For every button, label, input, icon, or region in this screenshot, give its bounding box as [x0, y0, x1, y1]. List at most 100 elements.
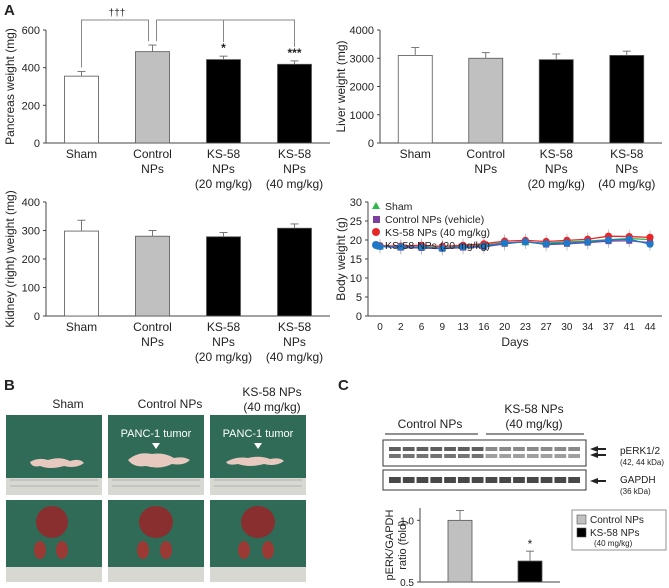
significance-bracket	[156, 19, 295, 47]
pERK-arrow-upper-icon	[590, 446, 606, 452]
y-tick-label: 0	[34, 311, 40, 323]
x-category-label: NPs	[283, 162, 306, 176]
x-category-label: NPs	[141, 162, 164, 176]
blot-band	[457, 477, 470, 483]
data-point	[584, 238, 592, 246]
x-tick-label: 6	[419, 322, 425, 333]
legend-label: Control NPs	[590, 515, 644, 526]
bracket-label: †††	[109, 8, 126, 19]
photo-col-ks58: KS-58 NPs	[242, 385, 301, 399]
gapdh-arrow-icon	[590, 478, 606, 484]
western-blot: Control NPs KS-58 NPs (40 mg/kg) pERK1/2…	[382, 402, 664, 496]
photo-col-control: Control NPs	[138, 397, 203, 411]
x-tick-label: 44	[644, 322, 656, 333]
x-category-label: Control	[133, 320, 172, 334]
y-axis-title: Kidney (right) weight (mg)	[3, 190, 17, 327]
significance-marker: *	[221, 41, 226, 55]
y-tick-label: 0	[34, 138, 40, 150]
bar	[468, 57, 504, 144]
blot-band	[402, 477, 415, 483]
y-tick-label: 0	[356, 311, 362, 323]
photo-pancreas-sham	[6, 415, 102, 495]
x-category-label: NPs	[283, 335, 306, 349]
y-tick-label: 10	[350, 273, 362, 285]
bar	[135, 51, 170, 144]
x-category-label: Control	[133, 147, 172, 161]
legend-marker	[372, 202, 380, 209]
blot-band	[430, 454, 443, 458]
y-tick-label: 1.0	[400, 516, 414, 527]
y-axis-title: ratio (fold)	[397, 520, 409, 570]
panel-label-c: C	[338, 377, 349, 394]
blot-band	[457, 447, 470, 451]
bar	[135, 235, 170, 317]
blot-band	[513, 447, 525, 451]
y-axis-title: pERK/GAPDH	[384, 509, 396, 580]
x-category-label: (20 mg/kg)	[195, 177, 252, 191]
blot-band	[513, 454, 525, 458]
legend-marker	[372, 241, 380, 249]
x-category-label: (40 mg/kg)	[266, 177, 323, 191]
gapdh-label: GAPDH	[620, 475, 656, 486]
y-axis-title: Liver weight (mg)	[334, 40, 348, 132]
x-tick-label: 37	[603, 322, 615, 333]
x-category-label: NPs	[545, 162, 568, 176]
y-tick-label: 30	[350, 197, 362, 209]
blot-band	[430, 477, 443, 483]
bar	[538, 59, 574, 144]
kidney-weight-chart: 0 100 200 300 400 Kidney (right) weight (mg) S…	[3, 190, 330, 364]
blot-band	[485, 447, 498, 451]
pancreas-weight-chart: 0 200 400 600 Pancreas weight (mg) Sham Contro…	[3, 8, 330, 191]
photo-liver-kidney-sham	[6, 500, 102, 582]
legend-sublabel: (40 mg/kg)	[594, 539, 633, 548]
perk-ratio-chart: 0.5 1.0 pERK/GAPDH ratio (fold) * Control NPs…	[384, 508, 667, 588]
significance-marker: *	[528, 537, 533, 551]
data-point	[501, 239, 509, 247]
y-tick-label: 5	[356, 292, 362, 304]
pERK-blot-frame	[382, 439, 587, 467]
blot-band	[402, 454, 415, 458]
y-tick-label: 400	[22, 197, 40, 209]
body-weight-chart: 0 5 10 15 20 25 30 0 2 6 9 13 16 20 23 27 30 34 37 41 44 Days…	[334, 197, 662, 349]
tumor-arrow-icon	[152, 443, 160, 449]
y-tick-label: 600	[22, 25, 40, 37]
panel-label-a: A	[4, 2, 15, 19]
legend-box	[571, 509, 667, 551]
x-category-label: Sham	[66, 320, 97, 334]
blot-band	[444, 477, 456, 483]
blot-group-control: Control NPs	[398, 417, 463, 431]
bar	[64, 230, 99, 317]
y-tick-label: 2000	[350, 82, 374, 94]
tumor-arrow-icon	[254, 443, 262, 449]
x-tick-label: 30	[561, 322, 573, 333]
blot-band	[485, 454, 498, 458]
y-tick-label: 200	[22, 254, 40, 266]
blot-band	[416, 447, 429, 451]
x-category-label: NPs	[212, 335, 235, 349]
photo-liver-kidney-ks58	[210, 500, 306, 582]
data-point	[397, 243, 405, 251]
significance-marker: ***	[287, 46, 301, 60]
photo-pancreas-ks58: PANC-1 tumor	[210, 415, 306, 495]
x-category-label: NPs	[474, 162, 497, 176]
bar	[609, 55, 645, 144]
pERK-arrow-lower-icon	[590, 452, 606, 458]
legend-label: Sham	[385, 201, 413, 213]
blot-band	[471, 447, 484, 451]
x-tick-label: 23	[520, 322, 532, 333]
blot-band	[513, 477, 525, 483]
x-category-label: KS-58	[278, 147, 312, 161]
blot-band	[554, 447, 567, 451]
data-point	[604, 236, 613, 244]
blot-band	[499, 447, 512, 451]
x-category-label: (40 mg/kg)	[598, 177, 655, 191]
x-category-label: Sham	[66, 147, 97, 161]
y-tick-label: 0.5	[400, 578, 414, 588]
data-point	[480, 242, 488, 250]
photo-pancreas-control: PANC-1 tumor	[108, 415, 204, 495]
y-tick-label: 25	[350, 216, 362, 228]
blot-band	[444, 454, 456, 458]
bar	[277, 227, 312, 317]
